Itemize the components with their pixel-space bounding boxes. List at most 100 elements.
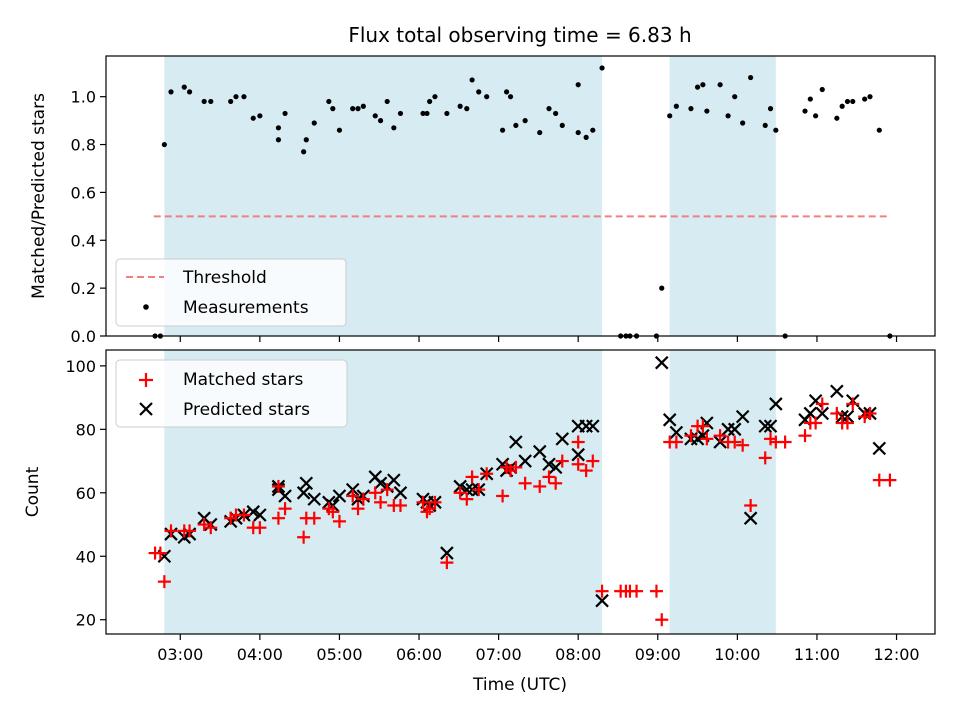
predicted-star-point (595, 593, 609, 608)
matched-star-point (197, 518, 211, 532)
predicted-star-point (571, 447, 585, 462)
measurement-point (233, 94, 239, 100)
matched-star-point (271, 511, 285, 525)
x-tick-label: 04:00 (237, 645, 283, 664)
top-axes-frame (105, 55, 936, 337)
measurement-point (575, 129, 581, 136)
matched-star-point (253, 521, 267, 535)
matched-star-point (696, 419, 710, 433)
measurement-point (301, 149, 307, 155)
top-x-tick-marks (179, 336, 898, 342)
predicted-star-point (555, 432, 570, 446)
measurements-legend-label: Measurements (183, 298, 309, 318)
bottom-y-tick-label: 80 (76, 420, 96, 439)
matched-star-point (368, 486, 382, 500)
measurement-point (700, 82, 706, 88)
matched-star-point (453, 486, 467, 500)
x-tick-label: 07:00 (476, 645, 522, 664)
matched-star-point (549, 476, 563, 490)
measurement-point (553, 110, 559, 117)
measurement-point (748, 74, 754, 81)
measurement-point (201, 98, 207, 105)
measurement-point (522, 118, 528, 124)
top-y-tick-label: 0.8 (71, 136, 96, 155)
measurement-point (725, 113, 731, 119)
matched-star-point (700, 432, 714, 446)
matched-star-point (713, 429, 727, 443)
predicted-star-point (669, 425, 684, 440)
matched-star-point (586, 454, 600, 468)
matched-star-point (809, 416, 823, 430)
predicted-star-point (253, 508, 267, 522)
matched-star-point (630, 584, 644, 598)
matched-star-point (465, 470, 479, 484)
measurements-legend-swatch (143, 304, 149, 310)
measurement-point (326, 98, 332, 105)
measurement-point (850, 98, 856, 105)
matched-star-point (798, 429, 812, 443)
predicted-star-point (509, 435, 523, 449)
bottom-y-tick-label: 20 (76, 611, 96, 630)
shaded-interval (669, 350, 776, 634)
top-y-tick-label: 0.6 (71, 183, 96, 202)
measurement-point (507, 94, 514, 100)
x-axis-label: Time (UTC) (472, 675, 567, 695)
measurement-point (667, 113, 673, 119)
matched-star-point (883, 473, 897, 487)
measurement-point (257, 113, 263, 119)
matched-star-point (496, 489, 510, 503)
matched-star-point (307, 511, 321, 525)
measurement-point (181, 84, 187, 90)
measurement-point (372, 113, 378, 119)
bottom-y-axis: 20 40 60 80 100 (65, 357, 106, 630)
measurement-point (464, 106, 470, 112)
measurement-point (513, 122, 519, 129)
matched-stars-legend-swatch (139, 373, 153, 387)
measurement-point (659, 285, 665, 291)
predicted-star-point (393, 486, 408, 500)
matched-star-point (204, 521, 218, 535)
predicted-star-point (758, 419, 772, 433)
measurement-point (355, 106, 361, 112)
matched-star-point (271, 479, 285, 493)
predicted-star-point (332, 489, 347, 503)
measurement-point (694, 84, 701, 90)
measurement-point (391, 125, 397, 131)
measurement-point (397, 110, 404, 117)
bottom-legend-box (115, 359, 348, 428)
measurement-point (186, 89, 193, 95)
measurement-point (275, 137, 282, 143)
matched-star-point (297, 530, 311, 544)
matched-star-point (815, 397, 829, 411)
matched-star-point (542, 470, 556, 484)
measurement-point (773, 127, 779, 133)
shaded-interval (669, 56, 776, 336)
predicted-star-point (278, 489, 292, 503)
x-tick-label: 06:00 (396, 645, 442, 664)
matched-star-point (758, 451, 772, 465)
measurement-point (282, 110, 288, 117)
measurement-point (839, 103, 845, 109)
measurement-point (427, 98, 433, 105)
matched-star-point (428, 495, 442, 509)
measurement-point (384, 98, 390, 105)
measurement-point (844, 98, 851, 105)
measurement-point (762, 122, 768, 129)
matched-star-point (571, 435, 585, 449)
x-tick-label: 11:00 (794, 645, 840, 664)
measurement-point (575, 82, 581, 88)
matched-star-point (472, 483, 486, 497)
measurement-point (688, 106, 694, 112)
predicted-star-point (542, 457, 556, 472)
matched-star-point (440, 556, 454, 570)
matched-star-point (840, 416, 854, 430)
top-measurement-points (152, 65, 893, 339)
matched-star-point (164, 524, 178, 538)
top-y-tick-label: 0.2 (71, 279, 96, 298)
measurement-point (250, 115, 256, 121)
x-tick-label: 09:00 (635, 645, 681, 664)
measurement-point (432, 94, 438, 100)
matched-star-point (153, 546, 167, 560)
measurement-point (740, 120, 746, 126)
